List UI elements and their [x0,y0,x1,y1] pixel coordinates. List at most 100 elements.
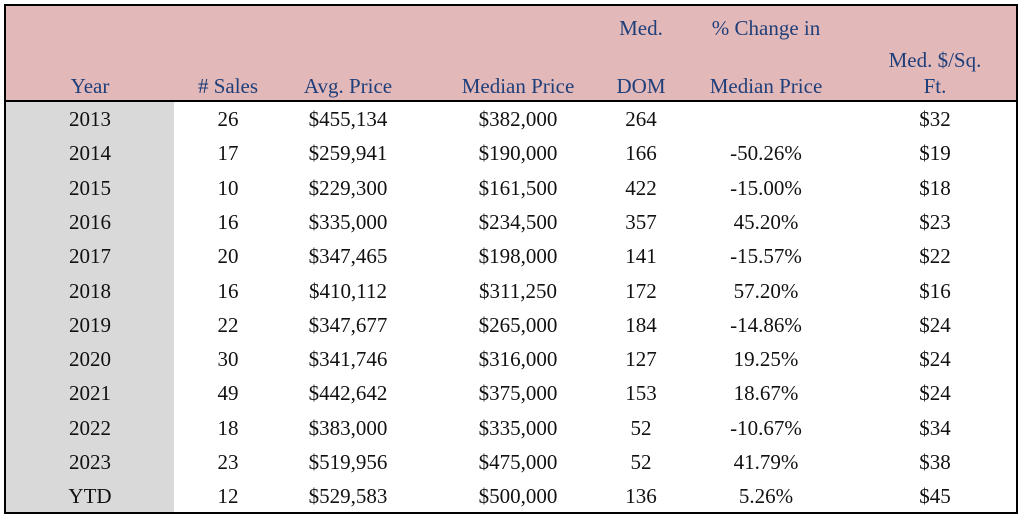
table-row: 2016 16 $335,000 $234,500 357 45.20% $23 [6,205,1016,239]
sales-table: Year # Sales Avg. Price Median Price Med… [4,4,1018,514]
cell-dom: 357 [625,209,657,234]
cell-sales: 18 [217,415,239,440]
cell-sales: 17 [217,141,239,166]
cell-sqft: $22 [919,244,951,269]
cell-dom: 184 [625,312,657,337]
table-row: 2021 49 $442,642 $375,000 153 18.67% $24 [6,376,1016,410]
cell-year: 2014 [69,141,111,166]
cell-median: $316,000 [478,347,558,372]
table-row: 2020 30 $341,746 $316,000 127 19.25% $24 [6,342,1016,376]
header-avg-price: Avg. Price [282,6,414,102]
table-row: 2019 22 $347,677 $265,000 184 -14.86% $24 [6,308,1016,342]
cell-sqft: $24 [919,347,951,372]
cell-dom: 127 [625,347,657,372]
cell-sales: 49 [217,381,239,406]
cell-change: 57.20% [733,278,799,303]
cell-sales: 20 [217,244,239,269]
table-body: 2013 26 $455,134 $382,000 264 $32 2014 17 $259,9… [6,102,1016,512]
header-year-line2: Year [70,74,110,98]
cell-sales: 10 [217,175,239,200]
cell-change: 19.25% [733,347,799,372]
table-row: 2014 17 $259,941 $190,000 166 -50.26% $19 [6,136,1016,170]
cell-avg: $347,465 [308,244,388,269]
cell-year: 2013 [69,107,111,131]
cell-median: $382,000 [478,107,558,131]
header-sales-line2: # Sales [197,74,259,98]
header-change-line1: % Change in [711,16,821,40]
cell-dom: 264 [625,107,657,131]
cell-median: $311,250 [479,278,557,303]
cell-median: $500,000 [478,484,558,509]
cell-median: $161,500 [478,175,558,200]
cell-avg: $259,941 [308,141,388,166]
cell-avg: $455,134 [308,107,388,131]
cell-dom: 153 [625,381,657,406]
cell-sqft: $32 [919,107,951,131]
cell-median: $234,500 [478,209,558,234]
cell-change: -10.67% [730,415,802,440]
cell-median: $265,000 [478,312,558,337]
cell-sales: 22 [217,312,239,337]
table-row: 2022 18 $383,000 $335,000 52 -10.67% $34 [6,411,1016,445]
cell-sales: 30 [217,347,239,372]
cell-change: -15.57% [730,244,802,269]
cell-change: 41.79% [733,450,799,474]
cell-sqft: $18 [919,175,951,200]
cell-avg: $347,677 [308,312,388,337]
cell-sales: 23 [217,450,239,474]
cell-year: 2018 [69,278,111,303]
cell-year: 2021 [69,381,111,406]
cell-avg: $383,000 [308,415,388,440]
cell-median: $475,000 [478,450,558,474]
header-median-price: Median Price [434,6,602,102]
cell-avg: $519,956 [308,450,388,474]
table-row: YTD 12 $529,583 $500,000 136 5.26% $45 [6,479,1016,512]
cell-avg: $442,642 [308,381,388,406]
cell-dom: 172 [625,278,657,303]
header-sqft: Med. $/Sq. Ft. [868,6,1002,102]
cell-year: 2020 [69,347,111,372]
header-year: Year [6,6,174,102]
cell-dom: 52 [630,415,652,440]
cell-year: 2016 [69,209,111,234]
cell-median: $190,000 [478,141,558,166]
cell-sales: 26 [217,107,239,131]
cell-dom: 422 [625,175,657,200]
cell-sales: 12 [217,484,239,509]
cell-sqft: $34 [919,415,951,440]
cell-median: $375,000 [478,381,558,406]
cell-sqft: $45 [919,484,951,509]
cell-change: -14.86% [730,312,802,337]
cell-change: -15.00% [730,175,802,200]
cell-sqft: $24 [919,381,951,406]
cell-avg: $410,112 [309,278,387,303]
table-row: 2015 10 $229,300 $161,500 422 -15.00% $18 [6,171,1016,205]
header-avg-line2: Avg. Price [303,74,393,98]
cell-avg: $229,300 [308,175,388,200]
cell-sqft: $23 [919,209,951,234]
header-median-line2: Median Price [461,74,575,98]
table-row: 2018 16 $410,112 $311,250 172 57.20% $16 [6,274,1016,308]
cell-sqft: $19 [919,141,951,166]
cell-year: 2017 [69,244,111,269]
cell-dom: 136 [625,484,657,509]
table-row: 2023 23 $519,956 $475,000 52 41.79% $38 [6,445,1016,479]
cell-year: YTD [68,484,112,509]
table-row: 2013 26 $455,134 $382,000 264 $32 [6,102,1016,136]
cell-sqft: $38 [919,450,951,474]
cell-change: 5.26% [738,484,794,509]
cell-sales: 16 [217,278,239,303]
header-sales: # Sales [174,6,282,102]
header-dom: Med. DOM [602,6,680,102]
cell-change: 45.20% [733,209,799,234]
header-change-line2: Median Price [709,74,823,98]
cell-sqft: $16 [919,278,951,303]
header-change: % Change in Median Price [686,6,846,102]
table-row: 2017 20 $347,465 $198,000 141 -15.57% $22 [6,239,1016,273]
header-dom-line2: DOM [616,74,666,98]
cell-avg: $341,746 [308,347,388,372]
cell-median: $198,000 [478,244,558,269]
cell-change: 18.67% [733,381,799,406]
cell-sqft: $24 [919,312,951,337]
cell-change: -50.26% [730,141,802,166]
